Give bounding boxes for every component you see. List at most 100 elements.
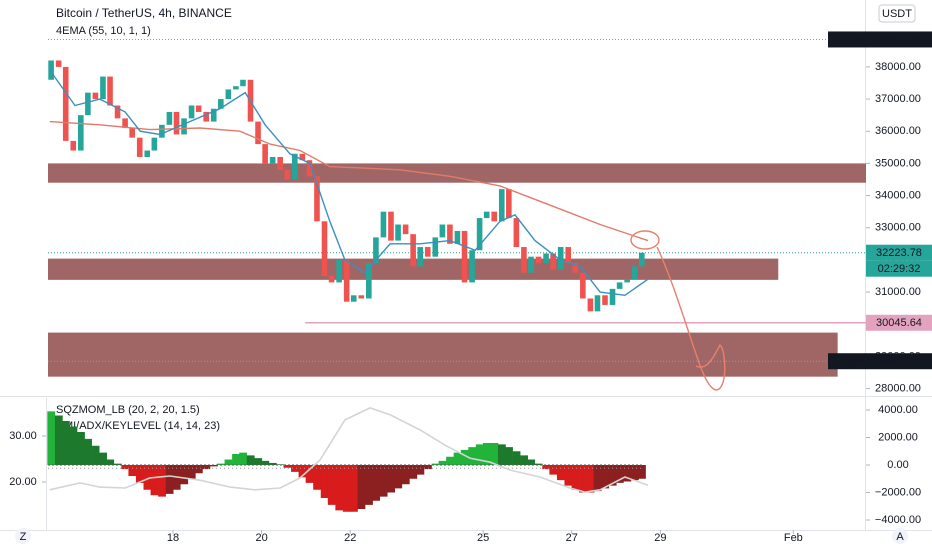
- momentum-bar: [460, 449, 469, 466]
- candle-body: [447, 224, 453, 244]
- candle-body: [336, 259, 342, 283]
- candle-body: [624, 279, 630, 283]
- candle-body: [70, 140, 77, 151]
- momentum-bar: [534, 463, 543, 466]
- candle-body: [616, 282, 623, 289]
- ui-button[interactable]: [892, 528, 908, 544]
- momentum-bar: [113, 463, 122, 466]
- momentum-bar: [438, 460, 447, 466]
- currency-label[interactable]: USDT: [882, 8, 912, 20]
- candle-body: [107, 76, 113, 106]
- momentum-bar: [209, 465, 218, 467]
- y-tick-label: 31000.00: [875, 286, 921, 298]
- adx-line: [49, 407, 649, 493]
- ui-button-label[interactable]: A: [896, 531, 904, 543]
- candle-body: [469, 250, 475, 283]
- momentum-bar: [586, 465, 595, 493]
- currency-box[interactable]: [878, 4, 916, 23]
- y-tick-label: 36000.00: [875, 125, 921, 137]
- candle-body: [350, 295, 357, 302]
- momentum-bar: [239, 452, 248, 466]
- high-label-box: [828, 31, 932, 48]
- candle-body: [151, 137, 158, 151]
- candle-body: [638, 252, 645, 267]
- y2-tick-label: 20.00: [9, 476, 37, 488]
- momentum-bar: [180, 465, 189, 485]
- hand-drawn-circle: [630, 230, 660, 250]
- ui-button[interactable]: [15, 528, 31, 544]
- candle-body: [380, 211, 387, 238]
- candle-body: [292, 153, 298, 180]
- candle-body: [203, 111, 209, 122]
- candle-body: [366, 263, 372, 299]
- y-tick-label: −2000.00: [875, 486, 921, 498]
- momentum-bar: [291, 465, 299, 472]
- momentum-bar: [47, 411, 56, 466]
- ui-button-label[interactable]: Z: [20, 531, 27, 543]
- candle-body: [306, 160, 313, 177]
- momentum-bar: [202, 465, 211, 470]
- momentum-bar: [431, 463, 440, 466]
- candle-body: [114, 105, 121, 119]
- momentum-bar: [357, 465, 366, 510]
- candle-body: [181, 118, 187, 135]
- ema-line: [49, 69, 649, 297]
- x-tick-label: 22: [344, 532, 356, 544]
- x-tick-label: 29: [654, 532, 666, 544]
- candle-body: [594, 295, 601, 312]
- candle-body: [513, 218, 520, 248]
- y-tick-label: 34000.00: [875, 189, 921, 201]
- candle-body: [100, 76, 106, 100]
- candle-body: [498, 189, 505, 222]
- candle-body: [262, 144, 268, 164]
- momentum-bar: [187, 465, 196, 479]
- zone: [48, 163, 866, 183]
- candle-body: [528, 256, 534, 273]
- zone: [48, 258, 779, 280]
- candle-body: [269, 156, 276, 164]
- candle-body: [395, 224, 401, 241]
- candle-body: [557, 247, 564, 270]
- momentum-bar: [615, 465, 624, 483]
- candle-body: [572, 263, 579, 273]
- y-tick-label: 0.00: [887, 459, 908, 471]
- momentum-bar: [416, 465, 425, 475]
- momentum-bar: [579, 465, 587, 493]
- y-tick-label: 28000.00: [875, 382, 921, 394]
- momentum-bar: [327, 465, 336, 505]
- candle-body: [144, 150, 151, 157]
- candle-body: [461, 230, 468, 283]
- momentum-bar: [542, 465, 551, 470]
- x-tick-label: Feb: [784, 532, 803, 544]
- candle-body: [388, 211, 394, 241]
- momentum-bar: [91, 445, 100, 466]
- momentum-bar: [505, 447, 513, 466]
- momentum-bar: [217, 463, 225, 466]
- momentum-bar: [77, 432, 85, 466]
- chart-title: Bitcoin / TetherUS, 4h, BINANCE: [56, 6, 232, 20]
- momentum-bar: [99, 452, 108, 466]
- candle-body: [476, 218, 483, 251]
- x-tick-label: 27: [566, 532, 578, 544]
- high-label: High - 38853.09: [841, 34, 919, 46]
- y-tick-label: 33000.00: [875, 222, 921, 234]
- momentum-bar: [497, 444, 506, 466]
- candle-body: [129, 128, 135, 138]
- candle-body: [159, 124, 165, 138]
- momentum-bar: [121, 465, 130, 470]
- candle-body: [195, 105, 202, 112]
- x-tick-label: 18: [167, 532, 179, 544]
- momentum-bar: [409, 465, 418, 479]
- y-tick-label: 37000.00: [875, 93, 921, 105]
- indicator-label: SQZMOM_LB (20, 2, 20, 1.5): [56, 404, 200, 416]
- momentum-bar: [143, 465, 152, 490]
- momentum-bar: [69, 426, 78, 466]
- momentum-bar: [232, 454, 240, 466]
- candle-body: [343, 259, 350, 302]
- candle-body: [550, 253, 556, 270]
- candle-body: [580, 272, 586, 299]
- candle-body: [402, 224, 409, 235]
- momentum-bar: [254, 458, 263, 466]
- momentum-bar: [313, 465, 322, 490]
